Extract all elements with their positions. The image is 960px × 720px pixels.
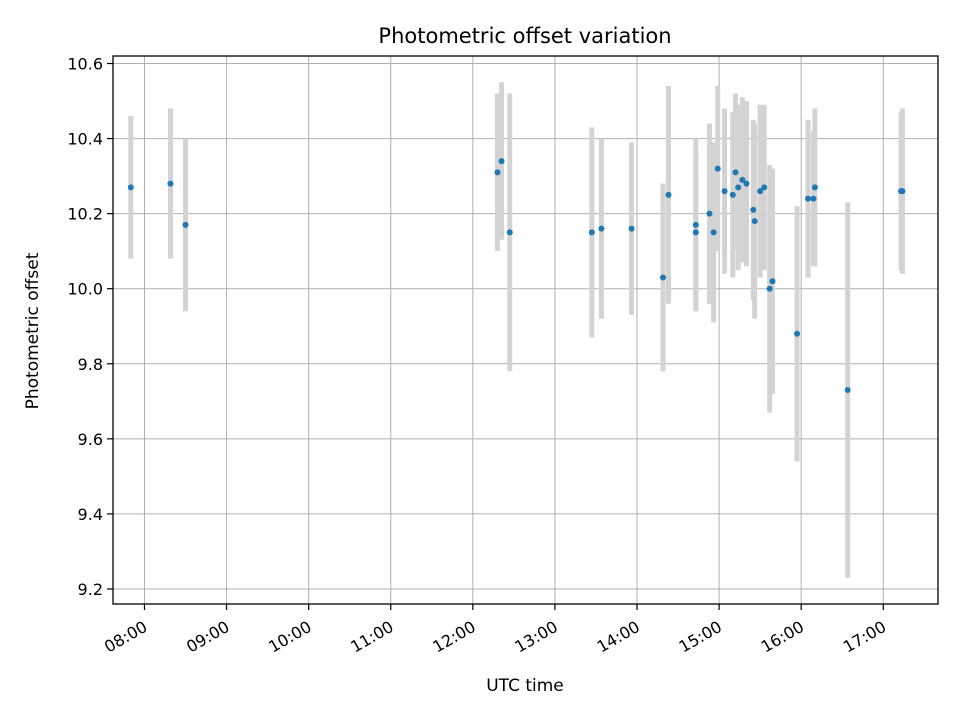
data-point bbox=[588, 229, 595, 236]
data-point bbox=[692, 221, 699, 228]
x-tick-label: 13:00 bbox=[511, 617, 560, 657]
data-point bbox=[810, 195, 817, 202]
data-point bbox=[739, 176, 746, 183]
data-point bbox=[766, 285, 773, 292]
data-point bbox=[899, 188, 906, 195]
y-tick-label: 10.4 bbox=[67, 130, 103, 149]
data-point bbox=[750, 206, 757, 213]
data-point bbox=[721, 188, 728, 195]
data-point bbox=[735, 184, 742, 191]
y-tick-label: 9.6 bbox=[78, 430, 103, 449]
y-tick-label: 10.6 bbox=[67, 55, 103, 74]
x-axis-label: UTC time bbox=[486, 676, 564, 696]
x-tick-label: 14:00 bbox=[594, 617, 643, 657]
data-point bbox=[805, 195, 812, 202]
data-point bbox=[182, 221, 189, 228]
data-point bbox=[732, 169, 739, 176]
y-tick-label: 10.0 bbox=[67, 280, 103, 299]
y-tick-label: 10.2 bbox=[67, 205, 103, 224]
y-tick-label: 9.8 bbox=[78, 355, 103, 374]
data-point bbox=[751, 218, 758, 225]
y-tick-label: 9.2 bbox=[78, 580, 103, 599]
data-point bbox=[498, 158, 505, 165]
data-point bbox=[794, 330, 801, 337]
grid bbox=[113, 56, 938, 604]
data-point bbox=[660, 274, 666, 281]
data-point bbox=[729, 191, 736, 198]
x-tick-label: 16:00 bbox=[758, 617, 807, 657]
data-point bbox=[628, 225, 635, 232]
x-tick-label: 12:00 bbox=[429, 617, 478, 657]
y-axis-ticks: 9.2 9.4 9.6 9.8 10.0 10.2 10.4 10.6 bbox=[67, 55, 113, 599]
x-tick-label: 15:00 bbox=[676, 617, 725, 657]
data-point bbox=[127, 184, 134, 191]
x-tick-label: 17:00 bbox=[840, 617, 889, 657]
data-point bbox=[598, 225, 605, 232]
data-point bbox=[757, 188, 764, 195]
y-axis-label: Photometric offset bbox=[23, 252, 43, 409]
data-point bbox=[761, 184, 768, 191]
data-point bbox=[710, 229, 717, 236]
plot-frame bbox=[112, 55, 939, 605]
data-point bbox=[743, 180, 750, 187]
data-point bbox=[769, 278, 776, 285]
chart-title: Photometric offset variation bbox=[378, 24, 671, 48]
data-point bbox=[506, 229, 513, 236]
x-axis-ticks: 08:00 09:00 10:00 11:00 12:00 13:00 14:00 15:00… bbox=[101, 604, 889, 657]
x-tick-label: 08:00 bbox=[101, 617, 150, 657]
data-point bbox=[167, 180, 174, 187]
data-point bbox=[665, 191, 672, 198]
data-point bbox=[844, 387, 851, 394]
error-bars bbox=[128, 82, 905, 578]
y-tick-label: 9.4 bbox=[78, 505, 103, 524]
x-tick-label: 10:00 bbox=[265, 617, 314, 657]
x-tick-label: 09:00 bbox=[183, 617, 232, 657]
x-tick-label: 11:00 bbox=[347, 617, 396, 657]
data-point bbox=[494, 169, 501, 176]
data-points bbox=[127, 158, 906, 394]
data-point bbox=[692, 229, 699, 236]
data-point bbox=[706, 210, 713, 217]
data-point bbox=[714, 165, 721, 172]
data-point bbox=[811, 184, 818, 191]
